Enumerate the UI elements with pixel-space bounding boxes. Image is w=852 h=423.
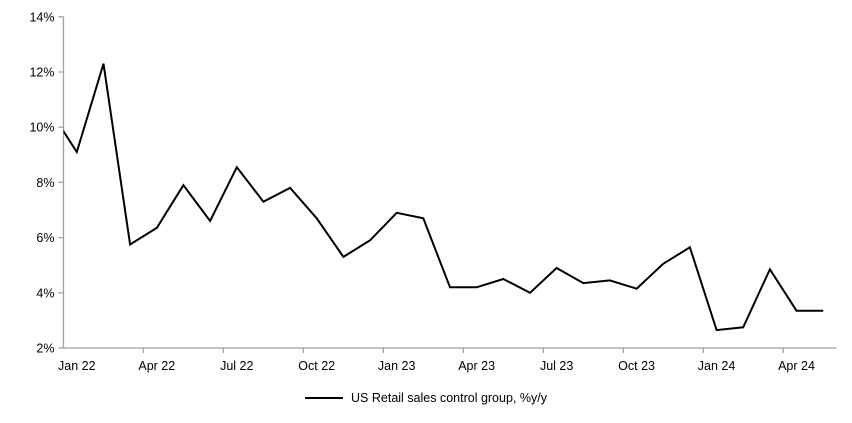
- y-tick-label: 12%: [29, 66, 54, 80]
- x-tick-label: Jan 24: [698, 359, 736, 373]
- y-tick-label: 4%: [36, 286, 54, 300]
- x-tick-label: Apr 23: [458, 359, 495, 373]
- legend-label: US Retail sales control group, %y/y: [351, 391, 547, 405]
- legend-line-sample: [305, 397, 344, 399]
- series-line: [63, 63, 824, 332]
- legend: US Retail sales control group, %y/y: [0, 391, 852, 405]
- y-tick-label: 6%: [36, 231, 54, 245]
- y-tick-label: 10%: [29, 121, 54, 135]
- x-tick-label: Oct 23: [618, 359, 655, 373]
- x-tick-label: Apr 22: [138, 359, 175, 373]
- x-tick-label: Jan 23: [378, 359, 416, 373]
- line-chart: 2% 4% 6% 8% 10% 12% 14% Jan 22 Apr 22 Jul 22 Oct 2…: [29, 10, 837, 373]
- y-tick-label: 2%: [36, 342, 54, 356]
- x-tick-label: Jan 22: [58, 359, 96, 373]
- x-tick-label: Apr 24: [778, 359, 815, 373]
- x-tick-label: Jul 23: [540, 359, 573, 373]
- y-tick-label: 14%: [29, 10, 54, 24]
- y-tick-label: 8%: [36, 176, 54, 190]
- x-tick-label: Oct 22: [298, 359, 335, 373]
- x-tick-label: Jul 22: [220, 359, 253, 373]
